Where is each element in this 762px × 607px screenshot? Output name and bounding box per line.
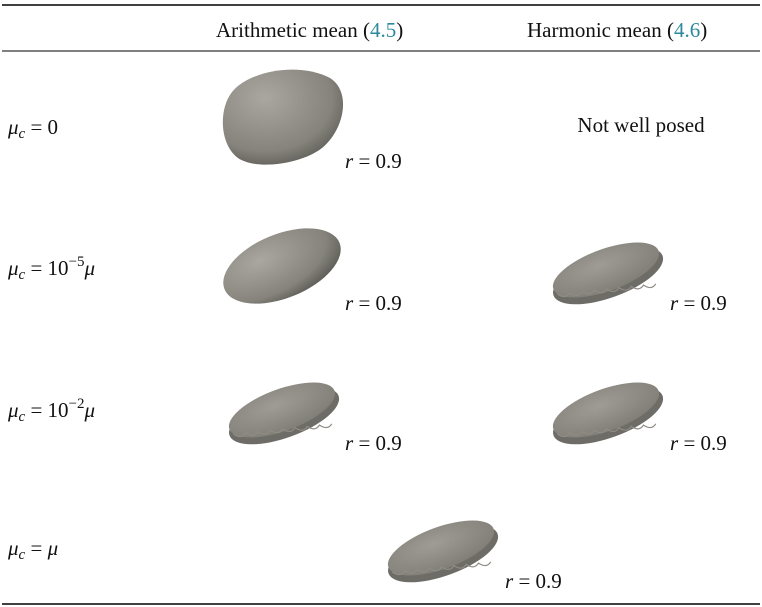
column-header: Arithmetic mean (4.5) xyxy=(216,18,403,42)
disk-top xyxy=(552,382,660,438)
header-part: 4.6 xyxy=(674,18,700,42)
disk-ridges xyxy=(556,283,657,298)
cell-value: = 0.9 xyxy=(678,291,727,315)
label-part: μ xyxy=(7,115,19,139)
cell-value: = 0.9 xyxy=(353,431,402,455)
cell-var: r xyxy=(505,569,514,593)
disk-shapes xyxy=(228,242,664,583)
header-part: Arithmetic mean ( xyxy=(216,18,370,42)
cell-var: r xyxy=(670,431,679,455)
label-part: −2 xyxy=(69,396,85,412)
cell-text: r = 0.9 xyxy=(345,291,402,315)
ellipsoid-shape xyxy=(223,228,341,304)
header-part: 4.5 xyxy=(370,18,396,42)
cell-var: r xyxy=(345,149,354,173)
cell-var: r xyxy=(345,291,354,315)
header-part: ) xyxy=(396,18,403,42)
label-part: = 10 xyxy=(25,256,68,280)
cell-text: Not well posed xyxy=(577,113,705,137)
label-part: −5 xyxy=(69,254,85,270)
disk xyxy=(387,520,499,583)
label-part: μ xyxy=(7,536,19,560)
disk xyxy=(552,242,664,305)
label-part: μ xyxy=(7,256,19,280)
header-part: ) xyxy=(700,18,707,42)
cell-text: r = 0.9 xyxy=(505,569,562,593)
column-header: Harmonic mean (4.6) xyxy=(527,18,707,42)
row-label: μc = μ xyxy=(7,536,58,563)
cell-text: r = 0.9 xyxy=(670,291,727,315)
row-label: μc = 0 xyxy=(7,115,58,142)
cell-text: r = 0.9 xyxy=(345,149,402,173)
label-part: = 10 xyxy=(25,398,68,422)
disk-ridges xyxy=(232,423,333,438)
label-part: c xyxy=(19,409,26,425)
disk-top xyxy=(228,382,336,438)
cell-var: r xyxy=(670,291,679,315)
blob-shape xyxy=(222,69,344,165)
disk xyxy=(552,382,664,445)
cell-value: = 0.9 xyxy=(353,291,402,315)
disk-top xyxy=(552,242,660,298)
disk-ridges xyxy=(556,423,657,438)
disk-ridges xyxy=(391,561,492,576)
label-part: = 0 xyxy=(25,115,58,139)
label-part: c xyxy=(19,126,26,142)
cell-value: = 0.9 xyxy=(353,149,402,173)
disk xyxy=(228,382,340,445)
header-part: Harmonic mean ( xyxy=(527,18,674,42)
label-part: μ xyxy=(84,256,96,280)
disk-top xyxy=(387,520,495,576)
cell-note: Not well posed xyxy=(577,113,705,137)
label-part: μ xyxy=(84,398,96,422)
cell-value: = 0.9 xyxy=(678,431,727,455)
cell-text: r = 0.9 xyxy=(345,431,402,455)
row-label: μc = 10−5μ xyxy=(7,254,95,283)
label-part: μ xyxy=(7,398,19,422)
label-part: = xyxy=(25,536,47,560)
label-part: c xyxy=(19,267,26,283)
cell-var: r xyxy=(345,431,354,455)
label-part: c xyxy=(19,547,26,563)
cell-value: = 0.9 xyxy=(513,569,562,593)
row-label: μc = 10−2μ xyxy=(7,396,95,425)
cell-text: r = 0.9 xyxy=(670,431,727,455)
label-part: μ xyxy=(47,536,59,560)
